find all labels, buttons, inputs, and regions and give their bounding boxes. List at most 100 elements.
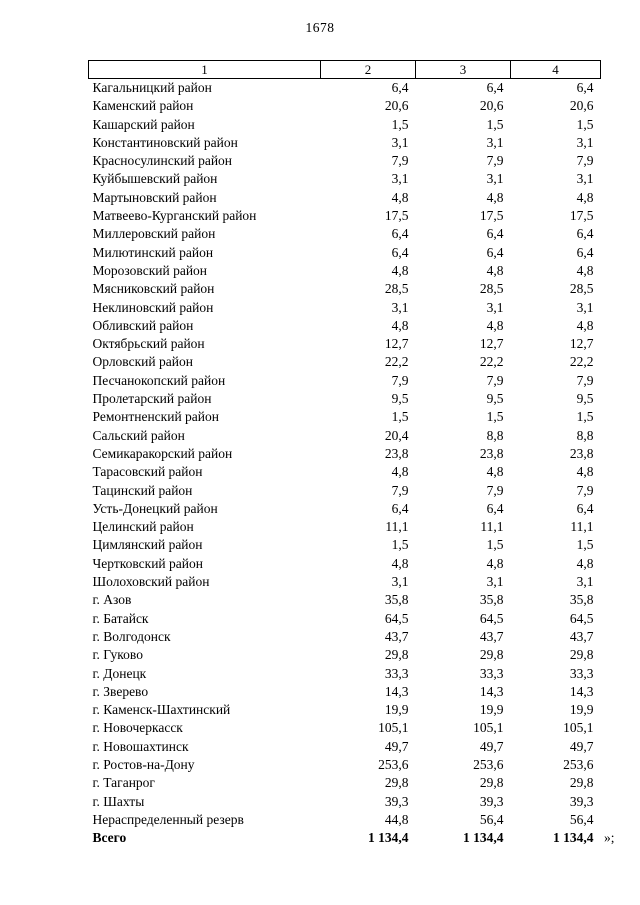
- row-label: Каменский район: [92, 98, 194, 114]
- row-value: 4,8: [576, 464, 594, 480]
- table-row: Неклиновский район 3,1 3,1 3,1: [89, 299, 601, 317]
- row-value: 1 134,4: [368, 830, 409, 846]
- table-row: Чертковский район 4,8 4,8 4,8: [89, 555, 601, 573]
- row-label: Всего: [92, 830, 127, 846]
- row-label: Кагальницкий район: [92, 80, 212, 95]
- row-value: 49,7: [479, 738, 504, 754]
- row-label: Сальский район: [92, 427, 185, 443]
- row-label: г. Ростов-на-Дону: [92, 756, 195, 772]
- row-label: Песчанокопский район: [92, 372, 226, 388]
- row-label: г. Шахты: [92, 793, 145, 809]
- row-label: г. Донецк: [92, 665, 147, 681]
- table-row: г. Донецк 33,3 33,3 33,3: [89, 665, 601, 683]
- row-value: 1,5: [576, 537, 594, 553]
- row-value: 4,8: [576, 317, 594, 333]
- row-label: г. Новочеркасск: [92, 720, 183, 736]
- row-value: 1,5: [486, 116, 504, 132]
- row-label: г. Гуково: [92, 647, 143, 663]
- row-value: 35,8: [384, 592, 409, 608]
- row-value: 14,3: [479, 683, 504, 699]
- row-value: 39,3: [384, 793, 409, 809]
- row-value: 29,8: [569, 647, 594, 663]
- table-row: Мясниковский район 28,5 28,5 28,5: [89, 280, 601, 298]
- row-value: 4,8: [391, 555, 409, 571]
- row-value: 4,8: [486, 555, 504, 571]
- row-value: 23,8: [479, 445, 504, 461]
- row-value: 6,4: [391, 244, 409, 260]
- row-value: 4,8: [391, 262, 409, 278]
- row-value: 49,7: [569, 738, 594, 754]
- row-value: 1,5: [391, 116, 409, 132]
- row-value: 253,6: [563, 756, 594, 772]
- row-value: 6,4: [391, 80, 409, 95]
- row-label: г. Зверево: [92, 683, 149, 699]
- row-value: 44,8: [384, 811, 409, 827]
- row-value: 3,1: [486, 134, 504, 150]
- row-value: 4,8: [486, 317, 504, 333]
- row-value: 3,1: [576, 574, 594, 590]
- row-value: 17,5: [569, 208, 594, 224]
- column-header: 3: [415, 60, 511, 79]
- table-row: г. Таганрог 29,8 29,8 29,8: [89, 774, 601, 792]
- table-row: Семикаракорский район 23,8 23,8 23,8: [89, 445, 601, 463]
- row-value: 19,9: [569, 702, 594, 718]
- row-value: 6,4: [391, 500, 409, 516]
- row-label: Милютинский район: [92, 244, 214, 260]
- table-row: г. Ростов-на-Дону 253,6 253,6 253,6: [89, 756, 601, 774]
- row-value: 11,1: [385, 519, 409, 535]
- row-value: 20,6: [569, 98, 594, 114]
- row-value: 7,9: [486, 153, 504, 169]
- row-value: 1,5: [576, 409, 594, 425]
- row-value: 29,8: [384, 775, 409, 791]
- table-row: Красносулинский район 7,9 7,9 7,9: [89, 152, 601, 170]
- table-row: г. Новошахтинск 49,7 49,7 49,7: [89, 738, 601, 756]
- row-label: Морозовский район: [92, 262, 208, 278]
- row-value: 43,7: [479, 628, 504, 644]
- row-label: г. Батайск: [92, 610, 149, 626]
- row-value: 23,8: [569, 445, 594, 461]
- row-value: 17,5: [479, 208, 504, 224]
- row-value: 64,5: [384, 610, 409, 626]
- row-value: 22,2: [479, 354, 504, 370]
- row-value: 43,7: [384, 628, 409, 644]
- table-row: Цимлянский район 1,5 1,5 1,5: [89, 536, 601, 554]
- row-value: 3,1: [391, 134, 409, 150]
- row-label: Цимлянский район: [92, 537, 203, 553]
- row-value: 23,8: [384, 445, 409, 461]
- table-row: Тарасовский район 4,8 4,8 4,8: [89, 463, 601, 481]
- row-value: 7,9: [576, 482, 594, 498]
- row-value: 8,8: [576, 427, 594, 443]
- table-row: г. Шахты 39,3 39,3 39,3: [89, 793, 601, 811]
- row-value: 7,9: [576, 372, 594, 388]
- row-value: 105,1: [563, 720, 594, 736]
- row-label: Шолоховский район: [92, 574, 210, 590]
- table-row: Орловский район 22,2 22,2 22,2: [89, 353, 601, 371]
- row-label: г. Волгодонск: [92, 628, 171, 644]
- table-row: Ремонтненский район 1,5 1,5 1,5: [89, 408, 601, 426]
- row-value: 6,4: [486, 226, 504, 242]
- row-label: Чертковский район: [92, 555, 203, 571]
- row-value: 33,3: [479, 665, 504, 681]
- row-value: 3,1: [486, 171, 504, 187]
- row-value: 1 134,4: [553, 830, 594, 846]
- row-value: 14,3: [569, 683, 594, 699]
- row-label: Кашарский район: [92, 116, 195, 132]
- row-value: 49,7: [384, 738, 409, 754]
- table-row: Нераспределенный резерв 44,8 56,4 56,4: [89, 811, 601, 829]
- table-row: г. Волгодонск 43,7 43,7 43,7: [89, 628, 601, 646]
- row-value: 29,8: [384, 647, 409, 663]
- row-value: 3,1: [576, 171, 594, 187]
- row-value: 3,1: [391, 574, 409, 590]
- row-value: 22,2: [569, 354, 594, 370]
- row-label: Миллеровский район: [92, 226, 216, 242]
- closing-quote-mark: »;: [604, 830, 615, 845]
- row-value: 56,4: [479, 811, 504, 827]
- row-label: Целинский район: [92, 519, 194, 535]
- row-label: г. Азов: [92, 592, 132, 608]
- table-row: г. Гуково 29,8 29,8 29,8: [89, 646, 601, 664]
- row-value: 1,5: [576, 116, 594, 132]
- row-value: 17,5: [384, 208, 409, 224]
- row-value: 4,8: [391, 317, 409, 333]
